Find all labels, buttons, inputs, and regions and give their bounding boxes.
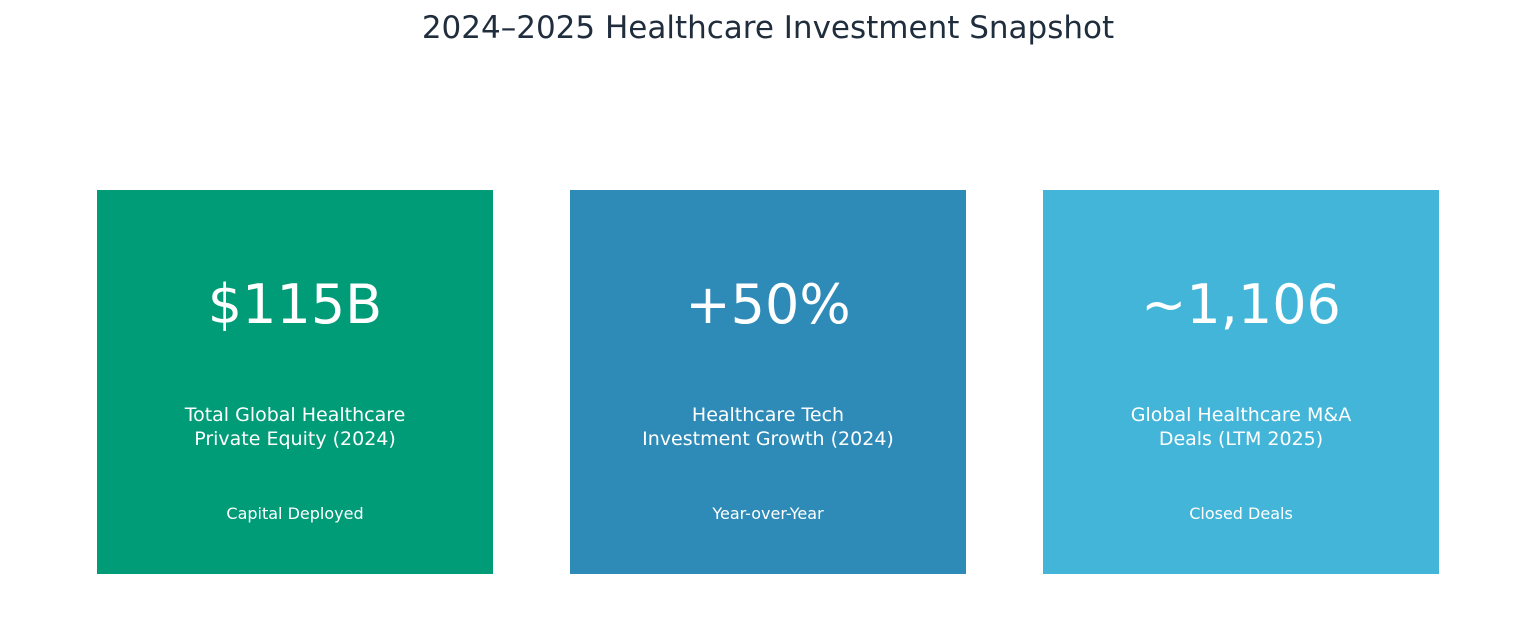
kpi-value: ~1,106 (1141, 273, 1341, 336)
kpi-label-line: Investment Growth (2024) (642, 428, 894, 450)
kpi-label-line: Deals (LTM 2025) (1158, 428, 1324, 450)
kpi-card: $115B Total Global Healthcare Private Equi… (97, 190, 493, 574)
kpi-label-line: Healthcare Tech (691, 404, 845, 426)
kpi-card: ~1,106 Global Healthcare M&A Deals (LTM 20… (1043, 190, 1439, 574)
kpi-value: +50% (685, 273, 851, 336)
kpi-value: $115B (207, 273, 383, 336)
kpi-note: Closed Deals (1189, 504, 1293, 523)
kpi-card: +50% Healthcare Tech Investment Growth (20… (570, 190, 966, 574)
kpi-label: Healthcare Tech Investment Growth (2024) (570, 403, 966, 451)
kpi-note: Year-over-Year (712, 504, 824, 523)
kpi-label-line: Private Equity (2024) (194, 428, 396, 450)
page-title: 2024–2025 Healthcare Investment Snapshot (421, 10, 1115, 46)
kpi-label-line: Global Healthcare M&A (1130, 404, 1352, 426)
kpi-label-line: Total Global Healthcare (184, 404, 406, 426)
kpi-label: Total Global Healthcare Private Equity (2… (97, 403, 493, 451)
kpi-note: Capital Deployed (226, 504, 364, 523)
kpi-label: Global Healthcare M&A Deals (LTM 2025) (1043, 403, 1439, 451)
